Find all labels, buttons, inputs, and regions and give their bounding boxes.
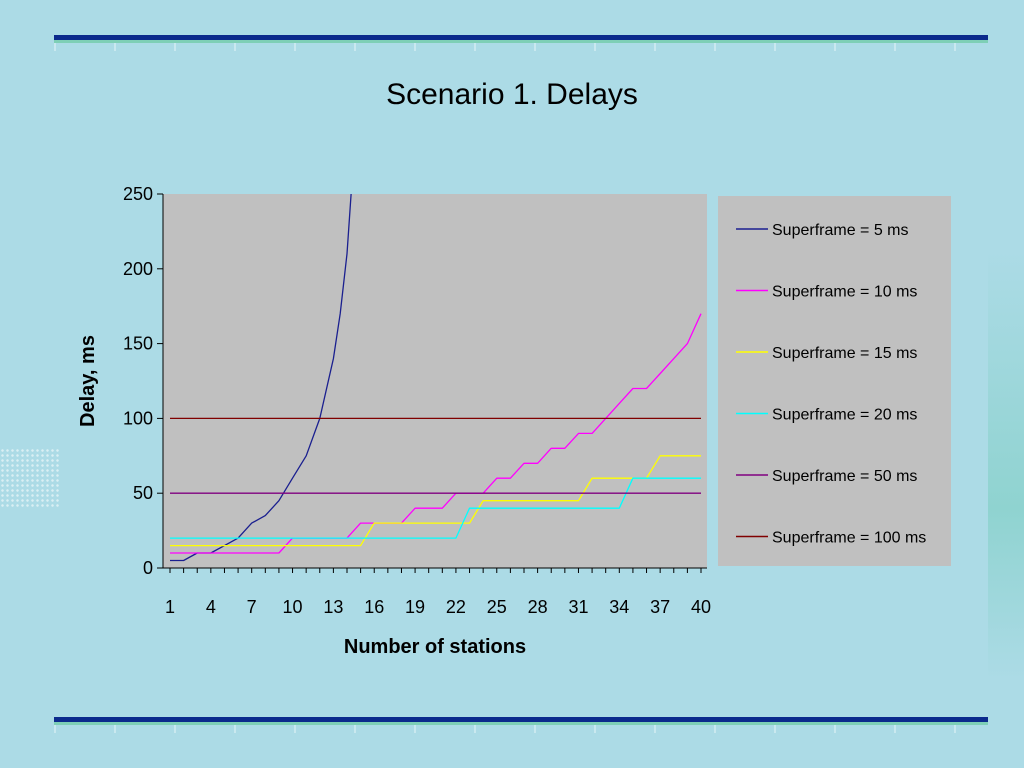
legend-label-3: Superframe = 20 ms — [772, 407, 917, 424]
x-tick-label: 37 — [650, 597, 670, 617]
slide-title: Scenario 1. Delays — [386, 78, 638, 111]
legend-label-4: Superframe = 50 ms — [772, 468, 917, 485]
bottom-deco-band — [54, 725, 988, 733]
x-tick-label: 13 — [323, 597, 343, 617]
top-rule-accent — [54, 40, 988, 43]
x-tick-label: 19 — [405, 597, 425, 617]
x-tick-label: 25 — [487, 597, 507, 617]
legend: Superframe = 5 ms Superframe = 10 ms Super… — [736, 222, 926, 547]
x-tick-label: 1 — [165, 597, 175, 617]
x-axis-title: Number of stations — [344, 636, 526, 658]
x-tick-label: 22 — [446, 597, 466, 617]
series-layer — [170, 193, 702, 562]
legend-label-5: Superframe = 100 ms — [772, 530, 926, 547]
x-tick-label: 40 — [691, 597, 711, 617]
series-line-1 — [170, 313, 702, 554]
y-axis-title: Delay, ms — [77, 335, 99, 427]
x-tick-label: 31 — [568, 597, 588, 617]
legend-label-2: Superframe = 15 ms — [772, 345, 917, 362]
x-tick-label: 10 — [283, 597, 303, 617]
top-rule — [54, 35, 988, 40]
bottom-rule-accent — [54, 722, 988, 725]
y-tick-label: 50 — [133, 483, 153, 503]
y-tick-label: 100 — [123, 408, 153, 428]
top-deco-band — [54, 43, 988, 51]
y-axis-ticks: 0 50 100 150 200 250 — [123, 184, 163, 578]
legend-label-0: Superframe = 5 ms — [772, 222, 909, 239]
y-tick-label: 0 — [143, 558, 153, 578]
x-axis-ticks: 1 4 7 10 13 16 19 22 25 28 31 34 37 40 — [165, 568, 711, 617]
y-tick-label: 200 — [123, 259, 153, 279]
series-line-3 — [170, 477, 701, 539]
plot-area — [163, 194, 707, 568]
legend-box — [718, 196, 951, 566]
legend-label-1: Superframe = 10 ms — [772, 284, 917, 301]
x-tick-label: 34 — [609, 597, 629, 617]
x-tick-label: 16 — [364, 597, 384, 617]
x-tick-label: 4 — [206, 597, 216, 617]
y-tick-label: 150 — [123, 334, 153, 354]
side-decoration — [988, 250, 1024, 680]
y-tick-label: 250 — [123, 184, 153, 204]
series-line-2 — [170, 455, 701, 547]
bottom-rule — [54, 717, 988, 722]
x-tick-label: 7 — [247, 597, 257, 617]
x-tick-label: 28 — [528, 597, 548, 617]
dot-pattern-decoration — [0, 448, 60, 508]
